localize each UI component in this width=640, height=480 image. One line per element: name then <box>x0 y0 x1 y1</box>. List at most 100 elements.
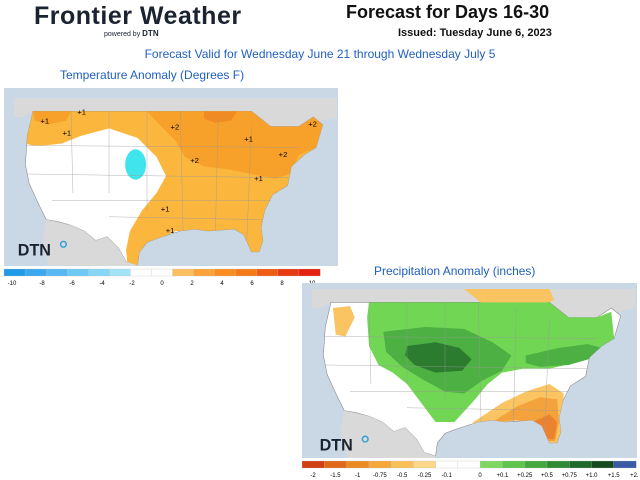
powered-by-brand: DTN <box>142 29 159 38</box>
warm-anomaly-plus3 <box>204 111 238 123</box>
legend-tick-label: 8 <box>280 281 284 287</box>
legend-tick-label: -2 <box>129 281 135 287</box>
contour-label: +1 <box>77 107 86 116</box>
legend-swatch <box>502 460 526 469</box>
legend-tick-label: -4 <box>99 281 105 287</box>
legend-swatch <box>4 268 26 277</box>
legend-swatch <box>130 268 152 277</box>
warm-anomaly-plus2 <box>147 111 323 179</box>
dtn-logo-mark <box>361 435 369 443</box>
legend-swatch <box>413 460 437 469</box>
legend-swatch <box>457 460 481 469</box>
legend-swatch <box>390 460 414 469</box>
legend-tick-label: -8 <box>39 281 45 287</box>
cold-anomaly <box>125 149 147 180</box>
legend-swatch <box>151 268 173 277</box>
contour-label: +1 <box>62 129 71 138</box>
contour-label: +2 <box>308 120 317 129</box>
legend-tick-label: +0.75 <box>562 473 578 479</box>
legend-swatch <box>546 460 570 469</box>
legend-tick-label: +0.5 <box>541 473 554 479</box>
legend-swatch <box>591 460 615 469</box>
precipitation-legend: -2 -1.5 -1 -0.75 -0.5 -0.25 -0.1 0 +0.1 +0.25 +0.5… <box>302 460 638 479</box>
contour-label: +1 <box>166 226 175 235</box>
legend-swatch <box>193 268 216 277</box>
legend-tick-label: -10 <box>8 281 17 287</box>
temperature-dtn-logo: DTN <box>18 242 51 260</box>
legend-tick-label: +0.1 <box>496 473 509 479</box>
legend-swatch <box>67 268 89 277</box>
legend-tick-label: -6 <box>69 281 75 287</box>
legend-swatch <box>346 460 370 469</box>
legend-swatch <box>368 460 392 469</box>
legend-tick-label: 0 <box>160 281 164 287</box>
legend-tick-label: -1 <box>355 473 361 479</box>
mexico-landmass <box>340 410 437 458</box>
legend-swatch <box>256 268 279 277</box>
legend-tick-label: -0.75 <box>373 473 387 479</box>
contour-label: +1 <box>254 174 263 183</box>
dtn-logo-mark <box>59 240 67 248</box>
forecast-valid-period: Forecast Valid for Wednesday June 21 thr… <box>144 47 496 61</box>
legend-swatch <box>524 460 548 469</box>
contour-label: +1 <box>40 116 49 125</box>
contour-labels: +1 +1 +1 +2 +1 +2 +2 +2 +1 +1 +1 <box>40 107 316 235</box>
legend-swatch <box>298 268 321 277</box>
contour-label: +1 <box>244 135 253 144</box>
legend-tick-label: 6 <box>250 281 254 287</box>
legend-tick-label: 4 <box>220 281 224 287</box>
page-title: Forecast for Days 16-30 <box>346 2 550 22</box>
legend-swatch <box>172 268 195 277</box>
legend-tick-label: -0.5 <box>397 473 408 479</box>
wet-anomaly-medium-east <box>525 344 602 367</box>
legend-tick-label: -2 <box>310 473 316 479</box>
legend-swatch <box>88 268 110 277</box>
legend-swatch <box>24 268 47 277</box>
brand-powered-by: powered by DTN <box>104 29 159 38</box>
legend-tick-label: -1.5 <box>330 473 341 479</box>
dry-anomaly-northwest <box>332 306 355 337</box>
dry-anomaly-southeast-heavy <box>532 414 558 440</box>
legend-tick-label: 0 <box>478 473 482 479</box>
wet-anomaly-heavy <box>405 342 472 373</box>
temperature-legend-ticks: -10-8-6-4-20246810 <box>8 281 316 287</box>
brand-logo: Frontier Weather <box>34 2 242 30</box>
legend-tick-label: +1.5 <box>608 473 621 479</box>
precipitation-map-title: Precipitation Anomaly (inches) <box>374 264 536 278</box>
legend-tick-label: +0.25 <box>517 473 533 479</box>
precipitation-legend-ticks: -2 -1.5 -1 -0.75 -0.5 -0.25 -0.1 0 +0.1 +0.25 +0.5… <box>310 473 638 479</box>
legend-swatch <box>214 268 237 277</box>
temperature-legend: -10-8-6-4-20246810 <box>4 268 321 287</box>
precipitation-legend-colors <box>302 460 637 469</box>
legend-tick-label: 2 <box>190 281 194 287</box>
temperature-legend-colors <box>4 268 321 277</box>
contour-label: +2 <box>279 150 288 159</box>
precipitation-dtn-logo: DTN <box>320 437 353 455</box>
mexico-landmass <box>42 219 138 266</box>
legend-tick-label: -0.25 <box>418 473 432 479</box>
legend-swatch <box>569 460 592 469</box>
temperature-map-title: Temperature Anomaly (Degrees F) <box>60 68 245 82</box>
temperature-anomaly-map: +1 +1 +1 +2 +1 +2 +2 +2 +1 +1 +1 DTN <box>4 88 338 266</box>
legend-swatch <box>302 460 325 469</box>
legend-swatch <box>45 268 68 277</box>
contour-label: +1 <box>161 205 170 214</box>
legend-swatch <box>435 460 459 469</box>
powered-by-text: powered by <box>104 31 141 38</box>
canada-landmass <box>312 289 635 318</box>
state-borders <box>325 302 598 432</box>
warm-anomaly-west <box>33 111 71 125</box>
canada-landmass <box>14 98 338 127</box>
legend-swatch <box>277 268 300 277</box>
legend-swatch <box>235 268 258 277</box>
state-borders <box>27 111 300 241</box>
legend-swatch <box>479 460 503 469</box>
legend-swatch <box>109 268 131 277</box>
precipitation-anomaly-map: DTN <box>302 283 637 458</box>
issued-date: Issued: Tuesday June 6, 2023 <box>398 27 552 39</box>
contour-label: +2 <box>190 156 199 165</box>
legend-swatch <box>613 460 637 469</box>
legend-tick-label: +2.0 <box>630 473 638 479</box>
contour-label: +2 <box>171 123 180 132</box>
legend-swatch <box>324 460 347 469</box>
